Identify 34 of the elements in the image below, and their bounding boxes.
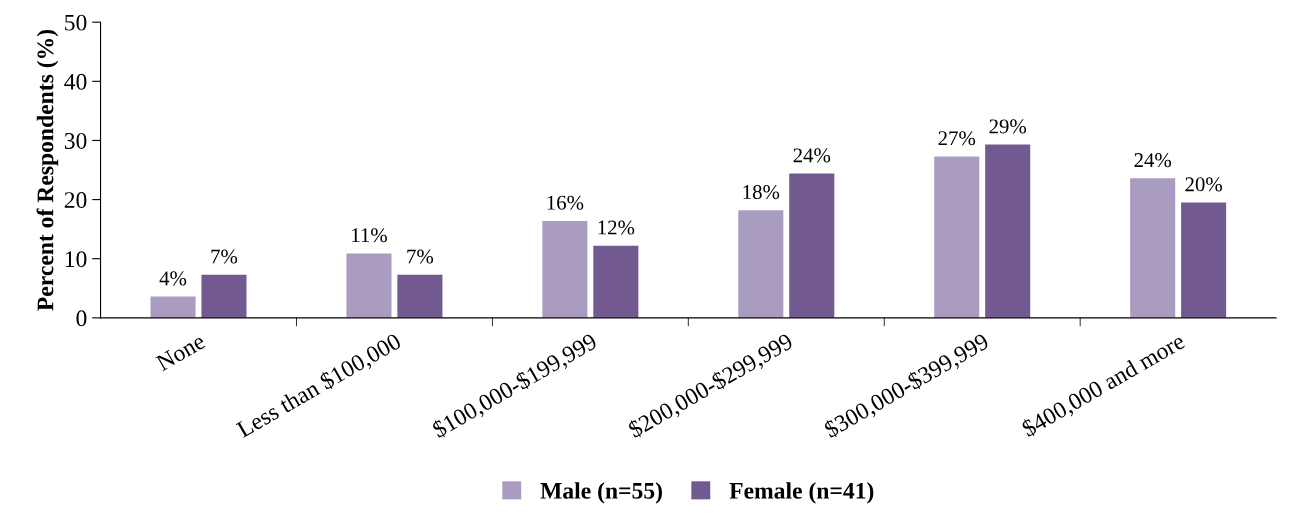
data-label: 4% [159, 271, 187, 286]
bar [150, 296, 196, 318]
bar [1181, 202, 1227, 318]
data-label: 18% [743, 185, 780, 200]
y-tick-label: 50 [65, 14, 87, 31]
bar [738, 210, 784, 318]
bar [934, 156, 980, 318]
data-label: 7% [407, 249, 434, 264]
bar [201, 274, 247, 318]
y-tick-label: 20 [64, 192, 87, 209]
bar [593, 245, 639, 318]
x-tick-label: None [155, 332, 207, 372]
bar [397, 274, 443, 318]
y-axis-title: Percent of Respondents (%) [36, 29, 59, 311]
data-label: 20% [1185, 177, 1222, 192]
bar [346, 253, 392, 318]
y-tick-label: 30 [64, 132, 87, 149]
bar [542, 220, 588, 318]
bar [985, 144, 1031, 318]
y-tick-label: 10 [65, 251, 87, 268]
legend-label: Female (n=41) [729, 482, 874, 504]
legend-label: Male (n=55) [540, 482, 662, 504]
data-label: 16% [547, 195, 584, 210]
data-label: 24% [1134, 153, 1172, 168]
data-label: 12% [598, 220, 635, 235]
y-tick-label: 0 [76, 310, 87, 327]
data-label: 24% [793, 148, 831, 163]
bar [789, 173, 835, 318]
bar [1130, 178, 1176, 318]
data-label: 27% [938, 131, 976, 146]
data-label: 11% [352, 228, 387, 243]
y-tick-label: 40 [64, 73, 87, 90]
data-label: 7% [211, 249, 238, 264]
data-label: 29% [989, 119, 1027, 134]
